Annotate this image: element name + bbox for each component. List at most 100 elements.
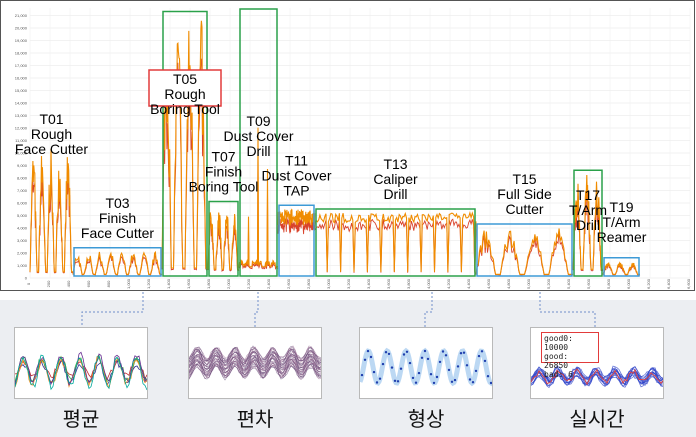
realtime-good0: good0: 10000 xyxy=(544,334,573,352)
thumb-shape-point xyxy=(372,370,376,374)
thumb-shape-point xyxy=(402,353,406,356)
x-tick-label: 5,400 xyxy=(566,278,571,289)
x-tick-label: 4,800 xyxy=(506,278,511,289)
thumb-bg xyxy=(360,328,492,398)
x-tick-label: 5,600 xyxy=(586,278,591,289)
segment-label-T11-line0: T11 xyxy=(285,152,308,168)
x-tick-label: 4,200 xyxy=(446,278,451,289)
thumb-shape-point xyxy=(363,358,367,361)
x-tick-label: 1,800 xyxy=(206,278,211,289)
x-tick-label: 200 xyxy=(46,280,51,287)
segment-label-T13-line0: T13 xyxy=(383,156,407,172)
thumb-shape-point xyxy=(369,355,373,359)
series-main-T19 xyxy=(602,261,640,275)
chart-grid xyxy=(29,8,691,279)
x-tick-label: 1,400 xyxy=(166,278,171,289)
x-tick-label: 2,600 xyxy=(286,278,291,289)
thumb-shape-point xyxy=(447,368,451,372)
x-tick-label: 600 xyxy=(86,280,91,287)
realtime-bad: bad: 6 xyxy=(544,370,573,379)
x-tick-label: 5,800 xyxy=(606,278,611,289)
segment-label-T07-line2: Boring Tool xyxy=(189,179,259,195)
segment-label-T01-line2: Face Cutter xyxy=(15,141,88,157)
segment-label-T15-line2: Cutter xyxy=(505,201,543,217)
thumb-shape-point xyxy=(486,375,490,378)
segment-box-T09 xyxy=(239,8,278,277)
thumb-shape-point xyxy=(450,380,454,383)
thumb-shape-point xyxy=(432,381,436,385)
y-tick-label: 0 xyxy=(25,276,28,281)
x-axis-ticks: 0 200 400 600 800 1,000 1,200 1,400 1,600 1,800 2,… xyxy=(26,278,691,289)
thumb-shape-point xyxy=(423,349,427,353)
segment-label-T09-line1: Dust Cover xyxy=(223,128,293,144)
y-tick-label: 5,000 xyxy=(17,213,28,218)
thumb-shape-point xyxy=(444,354,448,357)
thumbnail-label-realtime: 실시간 xyxy=(569,407,625,431)
y-tick-label: 14,000 xyxy=(15,101,28,106)
thumb-shape-point xyxy=(360,373,364,377)
thumb-deviation-line xyxy=(189,351,321,367)
y-axis-ticks: 0 1,000 2,000 3,000 4,000 5,000 6,000 7,000 8,00… xyxy=(15,13,28,281)
thumb-shape-point xyxy=(471,381,475,384)
segment-label-T05-line1: Rough xyxy=(164,86,205,102)
thumb-shape-point xyxy=(438,360,442,364)
highlight-box-T05 xyxy=(148,69,222,107)
x-tick-label: 3,600 xyxy=(386,278,391,289)
thumb-shape-point xyxy=(474,369,478,373)
thumb-shape-point xyxy=(414,381,418,384)
thumb-shape-point xyxy=(381,362,385,366)
x-tick-label: 4,600 xyxy=(486,278,491,289)
segment-label-T01-line0: T01 xyxy=(39,111,63,127)
thumb-mean-line xyxy=(15,354,147,391)
series-main-T13 xyxy=(314,211,477,272)
y-tick-label: 19,000 xyxy=(15,38,28,43)
segment-label-T11-line2: TAP xyxy=(283,182,309,198)
segment-label-T19-line2: Reamer xyxy=(597,229,647,245)
thumb-shape-point xyxy=(390,366,394,369)
segment-box-T17 xyxy=(573,169,603,277)
series-main-T05 xyxy=(161,20,208,269)
segment-label-T07-line1: Finish xyxy=(205,164,242,180)
x-tick-label: 0 xyxy=(26,282,31,285)
segment-label-T15-line0: T15 xyxy=(512,171,536,187)
series-main-T01 xyxy=(29,148,73,273)
connector-lines xyxy=(81,292,596,327)
series-main xyxy=(29,20,640,275)
series-main-T11 xyxy=(277,208,316,227)
thumb-shape-point xyxy=(384,351,388,354)
segment-box-T05 xyxy=(162,10,208,277)
y-tick-label: 1,000 xyxy=(17,263,28,268)
thumb-shape-point xyxy=(387,352,391,356)
thumb-shape-point xyxy=(411,376,415,380)
thumb-shape-point xyxy=(378,377,382,380)
thumb-shape-point xyxy=(399,367,403,370)
thumb-shape-point xyxy=(366,349,370,353)
thumb-shape-point xyxy=(420,356,424,359)
y-tick-label: 21,000 xyxy=(15,13,28,18)
thumb-shape-point xyxy=(459,352,463,355)
series-main-T09 xyxy=(238,127,279,268)
x-tick-label: 5,000 xyxy=(526,278,531,289)
segment-label-T13-line2: Drill xyxy=(383,186,407,202)
realtime-count-box: good0: 10000 good: 26850 bad: 6 xyxy=(541,332,599,379)
x-tick-label: 6,200 xyxy=(646,278,651,289)
x-tick-label: 6,000 xyxy=(626,278,631,289)
thumb-mean-line xyxy=(15,351,147,387)
y-tick-label: 13,000 xyxy=(15,113,28,118)
segment-label-T19-line0: T19 xyxy=(609,199,633,215)
thumb-deviation-line xyxy=(189,351,321,367)
x-tick-label: 4,400 xyxy=(466,278,471,289)
y-tick-label: 18,000 xyxy=(15,51,28,56)
thumb-realtime-line xyxy=(531,374,663,389)
thumb-deviation-line xyxy=(189,346,321,362)
segment-box-T07 xyxy=(208,200,239,277)
thumbnail-mean xyxy=(14,327,148,399)
segment-label-T15-line1: Full Side xyxy=(497,186,552,202)
thumb-shape-point xyxy=(393,379,397,382)
series-main-T07 xyxy=(207,212,239,270)
segment-label-T17-line1: T/Arm xyxy=(569,202,607,218)
segment-label-T03-line0: T03 xyxy=(105,195,129,211)
x-tick-label: 1,000 xyxy=(126,278,131,289)
y-tick-label: 11,000 xyxy=(15,138,28,143)
thumb-shape-point xyxy=(489,381,492,385)
